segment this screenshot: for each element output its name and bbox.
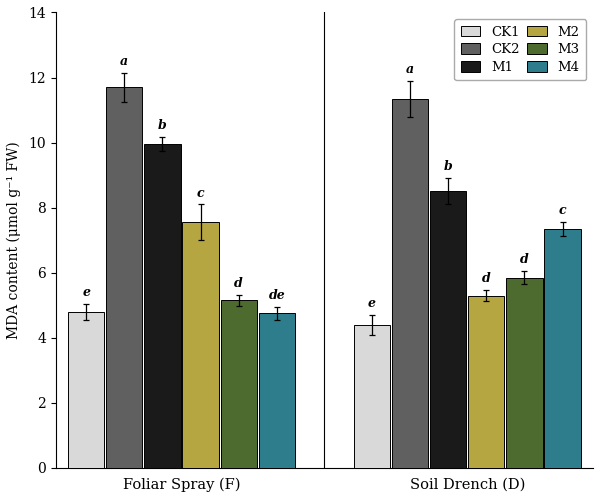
Text: e: e xyxy=(82,286,90,299)
Legend: CK1, CK2, M1, M2, M3, M4: CK1, CK2, M1, M2, M3, M4 xyxy=(454,19,586,80)
Bar xyxy=(430,192,466,468)
Bar xyxy=(354,325,390,468)
Bar xyxy=(68,312,104,468)
Text: e: e xyxy=(368,297,376,310)
Text: a: a xyxy=(120,55,128,68)
Text: b: b xyxy=(158,119,167,132)
Text: d: d xyxy=(482,272,491,285)
Text: d: d xyxy=(234,276,243,289)
Bar xyxy=(182,222,218,468)
Text: d: d xyxy=(520,253,529,266)
Text: c: c xyxy=(559,204,566,217)
Bar xyxy=(392,99,428,468)
Text: de: de xyxy=(268,289,285,302)
Bar xyxy=(145,144,181,468)
Bar xyxy=(259,313,295,468)
Bar xyxy=(106,87,142,468)
Bar xyxy=(221,300,257,468)
Bar xyxy=(506,277,542,468)
Text: a: a xyxy=(406,63,414,76)
Text: b: b xyxy=(444,161,452,174)
Y-axis label: MDA content (μmol g⁻¹ FW): MDA content (μmol g⁻¹ FW) xyxy=(7,141,22,339)
Bar xyxy=(544,229,581,468)
Bar xyxy=(468,295,505,468)
Text: c: c xyxy=(197,187,205,200)
